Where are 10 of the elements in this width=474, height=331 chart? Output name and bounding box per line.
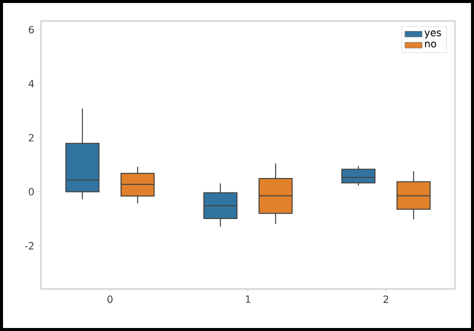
y-tick-label: -2	[24, 242, 34, 250]
legend-label: yes	[424, 30, 442, 38]
x-tick-label: 2	[384, 296, 388, 303]
x-tick-label: 1	[246, 296, 250, 303]
y-tick-label: 6	[28, 26, 34, 34]
y-tick-label: 0	[28, 188, 34, 196]
y-tick-label: 2	[28, 134, 34, 142]
x-tick-label: 0	[107, 296, 113, 304]
legend-label: no	[425, 42, 436, 48]
y-tick-label: 4	[28, 80, 34, 88]
